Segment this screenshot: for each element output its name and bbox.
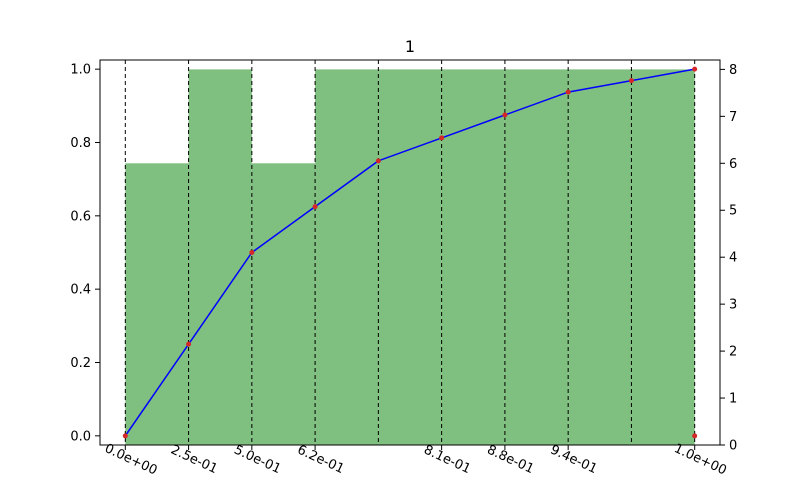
cumulative-point <box>502 112 508 118</box>
y-right-tick-label: 4 <box>729 251 737 266</box>
cumulative-point <box>312 204 318 210</box>
x-tick-label: 9.4e-01 <box>548 442 600 477</box>
y-right-tick-label: 1 <box>729 392 737 407</box>
histogram-bar <box>188 69 252 445</box>
x-axis-ticks: 0.0e+00 2.5e-01 5.0e-01 6.2e-01 8.1e-01 8.8e-… <box>102 441 729 478</box>
cumulative-point <box>186 341 192 347</box>
x-tick-label: 8.1e-01 <box>421 442 473 477</box>
y-left-tick-label: 0.2 <box>70 356 91 371</box>
y-right-tick-label: 7 <box>729 110 737 125</box>
cumulative-points <box>122 66 698 439</box>
cumulative-point <box>439 135 445 141</box>
y-right-tick-label: 3 <box>729 298 737 313</box>
histogram-bar <box>251 163 316 446</box>
histogram-bar <box>125 163 189 446</box>
y-right-tick-label: 0 <box>729 439 737 454</box>
y-left-tick-label: 0.8 <box>70 136 91 151</box>
y-right-tick-label: 8 <box>729 63 737 78</box>
cumulative-point <box>565 89 571 95</box>
histogram-bar <box>504 69 569 445</box>
y-right-tick-label: 5 <box>729 204 737 219</box>
histogram-bar <box>441 69 505 445</box>
y-left-tick-label: 1.0 <box>70 63 91 78</box>
cumulative-series-line <box>124 68 695 437</box>
bin-edge-lines <box>124 60 696 445</box>
y-left-tick-label: 0.0 <box>70 429 91 444</box>
x-tick-label: 2.5e-01 <box>168 442 220 477</box>
histogram-bars <box>125 69 695 446</box>
x-tick-label: 6.2e-01 <box>295 442 347 477</box>
y-left-tick-label: 0.4 <box>70 283 91 298</box>
cumulative-point <box>692 66 698 72</box>
cumulative-point <box>375 158 381 164</box>
cumulative-point <box>628 78 634 84</box>
extra-point <box>692 433 698 439</box>
x-tick-label: 8.8e-01 <box>485 442 537 477</box>
y-right-tick-label: 6 <box>729 157 737 172</box>
y-left-tick-label: 0.6 <box>70 209 91 224</box>
x-tick-label: 5.0e-01 <box>232 442 284 477</box>
y-left-axis-ticks: 0.0 0.2 0.4 0.6 0.8 1.0 <box>70 63 100 444</box>
histogram-bar <box>315 69 379 445</box>
y-right-tick-label: 2 <box>729 345 737 360</box>
cumulative-point <box>122 433 128 439</box>
cumulative-line <box>124 68 695 437</box>
y-right-axis-ticks: 0 1 2 3 4 5 6 7 8 <box>720 63 737 454</box>
x-tick-label: 0.0e+00 <box>102 441 159 478</box>
x-tick-label: 1.0e+00 <box>672 441 729 478</box>
histogram-bar <box>631 69 695 445</box>
cumulative-point <box>249 250 255 255</box>
chart-title: 1 <box>405 37 415 56</box>
plot-frame <box>99 59 721 446</box>
histogram-bar <box>378 69 442 445</box>
histogram-bar <box>568 69 632 445</box>
